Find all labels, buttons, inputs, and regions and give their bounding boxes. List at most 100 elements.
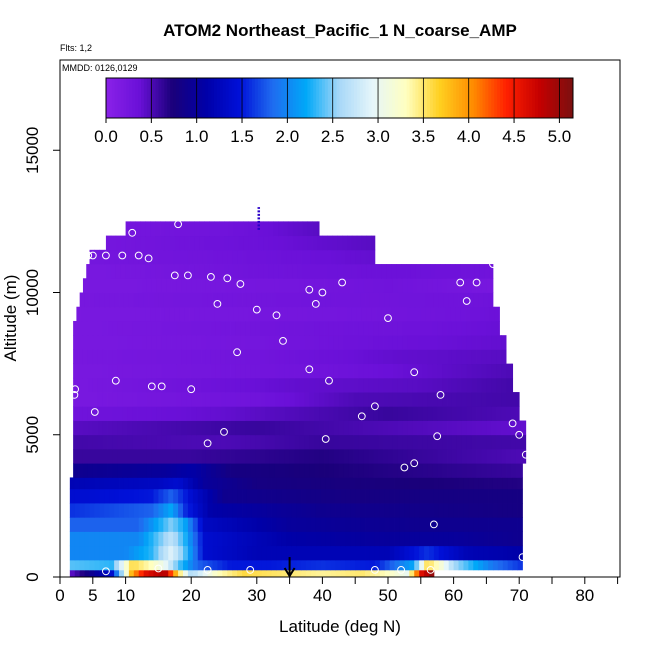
heatmap-cell: [155, 264, 161, 279]
heatmap-cell: [466, 392, 473, 407]
heatmap-cell: [197, 292, 204, 308]
heatmap-cell: [79, 545, 85, 561]
x-tick-label: 5: [88, 586, 97, 605]
heatmap-cell: [440, 264, 446, 279]
heatmap-cell: [461, 406, 468, 421]
heatmap-cell: [217, 559, 223, 571]
heatmap-cell: [145, 306, 151, 322]
heatmap-cell: [338, 349, 345, 365]
heatmap-cell: [379, 531, 386, 547]
heatmap-cell: [465, 264, 471, 279]
colorbar-cell: [237, 78, 241, 118]
heatmap-cell: [142, 320, 148, 336]
heatmap-cell: [283, 221, 289, 237]
heatmap-cell: [163, 488, 169, 504]
heatmap-cell: [325, 569, 331, 578]
heatmap-cell: [460, 306, 466, 322]
heatmap-cell: [119, 477, 125, 490]
heatmap-cell: [494, 306, 500, 322]
heatmap-cell: [507, 545, 514, 561]
heatmap-cell: [114, 477, 120, 490]
heatmap-cell: [289, 434, 295, 450]
heatmap-cell: [394, 503, 400, 518]
heatmap-cell: [447, 335, 453, 350]
heatmap-cell: [389, 517, 395, 532]
heatmap-cell: [301, 488, 307, 504]
heatmap-cell: [127, 420, 133, 436]
observation-point: [311, 300, 320, 308]
heatmap-cell: [191, 434, 197, 450]
heatmap-cell: [369, 559, 376, 571]
heatmap-cell: [207, 477, 213, 490]
heatmap-cell: [235, 448, 241, 464]
heatmap-cell: [458, 559, 464, 571]
heatmap-cell: [230, 434, 236, 450]
heatmap-cell: [276, 517, 282, 532]
heatmap-cell: [250, 363, 256, 379]
heatmap-cell: [304, 377, 310, 393]
heatmap-cell: [84, 503, 90, 518]
heatmap-cell: [228, 235, 235, 251]
heatmap-cell: [117, 363, 123, 379]
colorbar-cell: [278, 78, 282, 118]
colorbar-cell: [286, 78, 291, 118]
heatmap-cell: [365, 559, 371, 571]
observation-point: [236, 280, 245, 288]
heatmap-cell: [328, 377, 335, 393]
heatmap-cell: [142, 335, 148, 350]
heatmap-cell: [343, 377, 350, 393]
heatmap-cell: [404, 488, 410, 504]
heatmap-cell: [350, 545, 356, 561]
colorbar-cell: [292, 78, 297, 118]
heatmap-cell: [215, 406, 222, 421]
heatmap-cell: [112, 363, 118, 379]
heatmap-cell: [463, 545, 469, 561]
heatmap-cell: [271, 517, 277, 532]
heatmap-cell: [155, 235, 161, 251]
heatmap-cell: [278, 306, 284, 322]
heatmap-cell: [497, 503, 504, 518]
heatmap-cell: [201, 448, 207, 464]
heatmap-cell: [384, 488, 391, 504]
observation-point: [397, 566, 406, 574]
heatmap-cell: [260, 349, 266, 365]
heatmap-cell: [222, 477, 228, 490]
heatmap-cell: [456, 392, 463, 407]
heatmap-cell: [158, 531, 164, 547]
heatmap-cell: [97, 349, 104, 365]
heatmap-cell: [333, 363, 340, 379]
heatmap-cell: [151, 349, 158, 365]
heatmap-cell: [212, 503, 218, 518]
observation-point: [521, 450, 530, 459]
heatmap-cell: [320, 477, 327, 490]
heatmap-cell: [163, 477, 169, 490]
heatmap-cell: [294, 463, 300, 478]
colorbar-cell: [196, 78, 200, 118]
heatmap-cell: [135, 221, 141, 237]
heatmap-cell: [432, 448, 438, 464]
heatmap-cell: [192, 503, 199, 518]
colorbar-cell: [143, 78, 148, 118]
heatmap-cell: [87, 463, 94, 478]
heatmap-cell: [217, 545, 223, 561]
heatmap-cell: [123, 531, 130, 547]
heatmap-cell: [146, 335, 153, 350]
heatmap-cell: [332, 306, 338, 322]
heatmap-cell: [156, 335, 163, 350]
heatmap-cell: [246, 559, 253, 571]
colorbar-cell: [540, 78, 545, 118]
heatmap-cell: [143, 545, 149, 561]
colorbar-cell: [494, 78, 498, 118]
heatmap-cell: [133, 545, 140, 561]
heatmap-cell: [220, 434, 227, 450]
heatmap-cell: [414, 292, 420, 308]
heatmap-cell: [512, 488, 518, 504]
heatmap-cell: [186, 335, 192, 350]
heatmap-cell: [122, 349, 128, 365]
heatmap-cell: [478, 488, 484, 504]
heatmap-cell: [222, 559, 228, 571]
heatmap-cell: [173, 545, 179, 561]
heatmap-cell: [402, 406, 409, 421]
heatmap-cell: [363, 420, 369, 436]
heatmap-cell: [383, 335, 389, 350]
